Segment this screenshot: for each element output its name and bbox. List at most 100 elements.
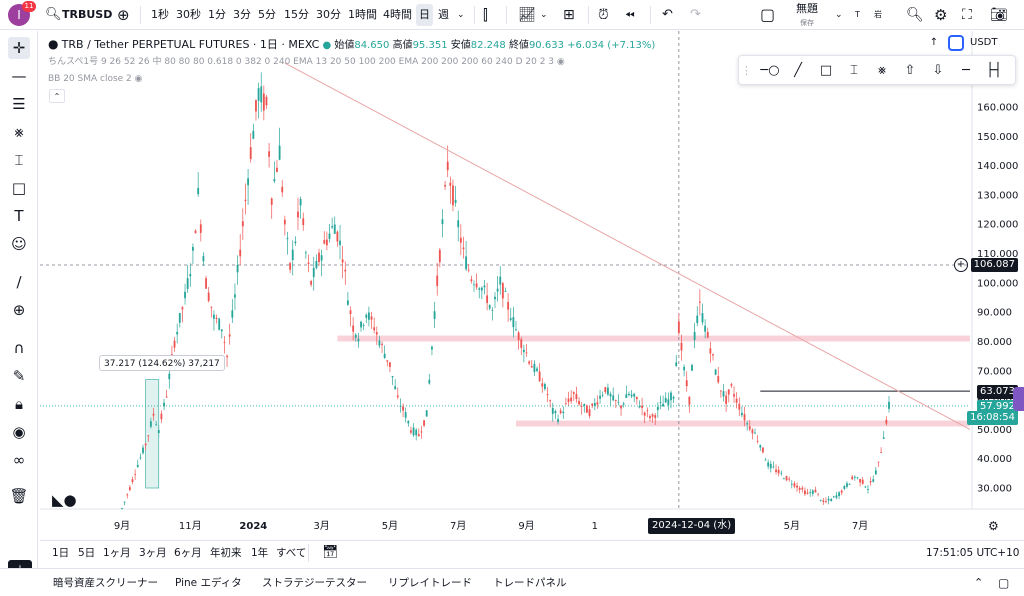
- range-ytd[interactable]: 年初来: [210, 547, 242, 559]
- symbol-name[interactable]: TRBUSD: [62, 8, 113, 21]
- candle-body: [320, 255, 323, 261]
- range-1m[interactable]: 1ヶ月: [103, 547, 131, 559]
- vertical-measure-icon[interactable]: ⌶: [850, 63, 858, 78]
- arrow-up-icon[interactable]: ↑: [929, 37, 939, 48]
- interval-5m[interactable]: 5分: [258, 8, 276, 21]
- interval-1d[interactable]: 日: [416, 4, 433, 26]
- interval-15m[interactable]: 15分: [284, 8, 309, 21]
- trendline-icon[interactable]: ╱: [794, 63, 802, 78]
- add-price-icon[interactable]: +: [954, 258, 968, 272]
- currency-label[interactable]: USDT: [970, 37, 998, 48]
- layout-icon[interactable]: ▢: [760, 5, 776, 24]
- tab-crypto-screener[interactable]: 暗号資産スクリーナー: [53, 577, 158, 589]
- pattern-tool-icon[interactable]: ⨳: [14, 123, 24, 141]
- date-range-icon[interactable]: ├┤: [986, 63, 1002, 78]
- candle-body: [249, 147, 252, 160]
- redo-icon[interactable]: ↷: [690, 7, 701, 22]
- interval-1w[interactable]: 週: [438, 8, 449, 21]
- side-panel-tab[interactable]: [1013, 387, 1024, 411]
- layout-name[interactable]: 無題: [796, 2, 818, 15]
- fib-tool-icon[interactable]: ☰: [12, 95, 26, 113]
- horizontal-line-icon[interactable]: ─: [962, 63, 970, 78]
- candle-body: [373, 327, 376, 331]
- candle-body: [483, 285, 486, 288]
- tab-strategy-tester[interactable]: ストラテジーテスター: [262, 577, 367, 589]
- interval-1h[interactable]: 1時間: [348, 8, 377, 21]
- quick-search-icon[interactable]: 🔍︎: [906, 7, 924, 23]
- interval-30m[interactable]: 30分: [316, 8, 341, 21]
- chart-area[interactable]: 160.000 150.000 140.000 130.000 120.000 110.0…: [40, 31, 1024, 540]
- collapse-panel-icon[interactable]: ⌃: [974, 576, 984, 589]
- arrow-down-marker-icon[interactable]: ⇩: [932, 63, 944, 78]
- eye-toggle-icon[interactable]: ◉: [134, 74, 143, 84]
- tab-pine-editor[interactable]: Pine エディタ: [175, 577, 242, 589]
- indicator-2[interactable]: BB 20 SMA close 2 ◉: [48, 74, 143, 84]
- indicator-1[interactable]: ちんスペ1号 9 26 52 26 中 80 80 80 0.618 0 382…: [48, 57, 565, 67]
- interval-1m[interactable]: 1分: [208, 8, 226, 21]
- rock-label[interactable]: 岩: [874, 10, 882, 19]
- trendline-tool-icon[interactable]: —: [11, 67, 27, 85]
- search-icon[interactable]: 🔍︎: [45, 7, 62, 22]
- eye-toggle-icon[interactable]: ◉: [556, 57, 565, 67]
- add-symbol-icon[interactable]: ⊕: [117, 6, 130, 24]
- chart-settings-icon[interactable]: ⚙︎: [988, 519, 999, 533]
- magnet-icon[interactable]: ∩: [13, 339, 25, 357]
- range-6m[interactable]: 6ヶ月: [174, 547, 202, 559]
- range-all[interactable]: すべて: [276, 547, 307, 559]
- t-label[interactable]: T: [855, 10, 860, 19]
- settings-gear-icon[interactable]: ⚙︎: [934, 6, 948, 24]
- candle-body: [730, 384, 733, 386]
- projection-tool-icon[interactable]: ⌶: [14, 151, 24, 169]
- zoom-in-icon[interactable]: ⊕: [12, 301, 26, 319]
- candle-type-icon[interactable]: ⫿: [483, 6, 488, 24]
- interval-4h[interactable]: 4時間: [383, 8, 412, 21]
- emoji-tool-icon[interactable]: ☺: [11, 235, 27, 253]
- legend-title[interactable]: TRB / Tether PERPETUAL FUTURES · 1日 · ME…: [61, 38, 320, 51]
- undo-icon[interactable]: ↶: [662, 7, 673, 22]
- fullscreen-icon[interactable]: ⛶: [962, 7, 972, 23]
- alert-icon[interactable]: ⏰︎: [598, 7, 609, 23]
- range-3m[interactable]: 3ヶ月: [139, 547, 167, 559]
- lock-icon[interactable]: 🔒︎: [15, 395, 23, 413]
- arrow-up-marker-icon[interactable]: ⇧: [904, 63, 916, 78]
- candle-body: [541, 383, 544, 387]
- eye-icon[interactable]: ◉: [12, 423, 26, 441]
- candle-body: [121, 508, 123, 510]
- interval-dropdown-icon[interactable]: ⌄: [457, 10, 465, 20]
- clock-label[interactable]: 17:51:05 UTC+10: [926, 547, 1020, 559]
- replay-icon[interactable]: ⏪︎: [625, 8, 635, 22]
- ruler-icon[interactable]: ∕: [16, 273, 22, 291]
- camera-icon[interactable]: 📷︎: [990, 7, 1008, 23]
- rectangle-icon[interactable]: □: [819, 63, 833, 78]
- stay-drawing-icon[interactable]: ✎: [12, 367, 26, 385]
- text-tool-icon[interactable]: T: [14, 207, 24, 225]
- trash-icon[interactable]: 🗑︎: [9, 487, 29, 505]
- tab-trade-panel[interactable]: トレードパネル: [493, 577, 567, 589]
- horizontal-ray-icon[interactable]: ─○: [760, 63, 780, 78]
- range-1y[interactable]: 1年: [251, 547, 269, 559]
- shape-tool-icon[interactable]: □: [11, 179, 27, 197]
- link-icon[interactable]: ∞: [12, 451, 26, 469]
- candle-body: [178, 313, 181, 323]
- templates-icon[interactable]: ⊞: [563, 7, 575, 23]
- tab-replay-trade[interactable]: リプレイトレード: [388, 577, 472, 589]
- path-icon[interactable]: ⨳: [877, 63, 887, 78]
- range-5d[interactable]: 5日: [78, 547, 96, 559]
- layout-dropdown-icon[interactable]: ⌄: [835, 10, 843, 20]
- interval-3m[interactable]: 3分: [233, 8, 251, 21]
- candle-body: [486, 295, 489, 303]
- price-chart[interactable]: 160.000150.000140.000130.000120.000110.0…: [40, 31, 1024, 540]
- lock-scale-icon[interactable]: [948, 35, 964, 51]
- candle-body: [239, 249, 242, 257]
- interval-30s[interactable]: 30秒: [176, 8, 201, 21]
- save-label[interactable]: 保存: [800, 19, 814, 27]
- maximize-panel-icon[interactable]: ▢: [998, 576, 1010, 590]
- indicators-dropdown-icon[interactable]: ⌄: [540, 10, 548, 20]
- crosshair-icon[interactable]: ✛: [8, 37, 30, 59]
- interval-1s[interactable]: 1秒: [151, 8, 169, 21]
- collapse-legend-icon[interactable]: ⌃: [49, 89, 65, 103]
- drag-handle-icon[interactable]: ⋮: [741, 64, 752, 77]
- go-to-date-icon[interactable]: 📅︎: [322, 545, 339, 560]
- range-1d[interactable]: 1日: [52, 547, 70, 559]
- indicators-icon[interactable]: 📈︎: [518, 7, 536, 23]
